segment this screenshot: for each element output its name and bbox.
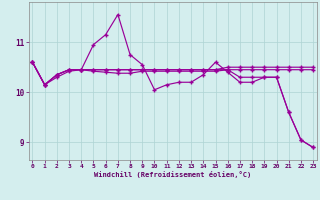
X-axis label: Windchill (Refroidissement éolien,°C): Windchill (Refroidissement éolien,°C) xyxy=(94,171,252,178)
